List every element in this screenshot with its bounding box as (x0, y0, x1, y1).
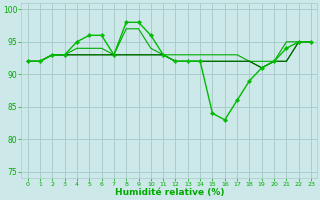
X-axis label: Humidité relative (%): Humidité relative (%) (115, 188, 224, 197)
